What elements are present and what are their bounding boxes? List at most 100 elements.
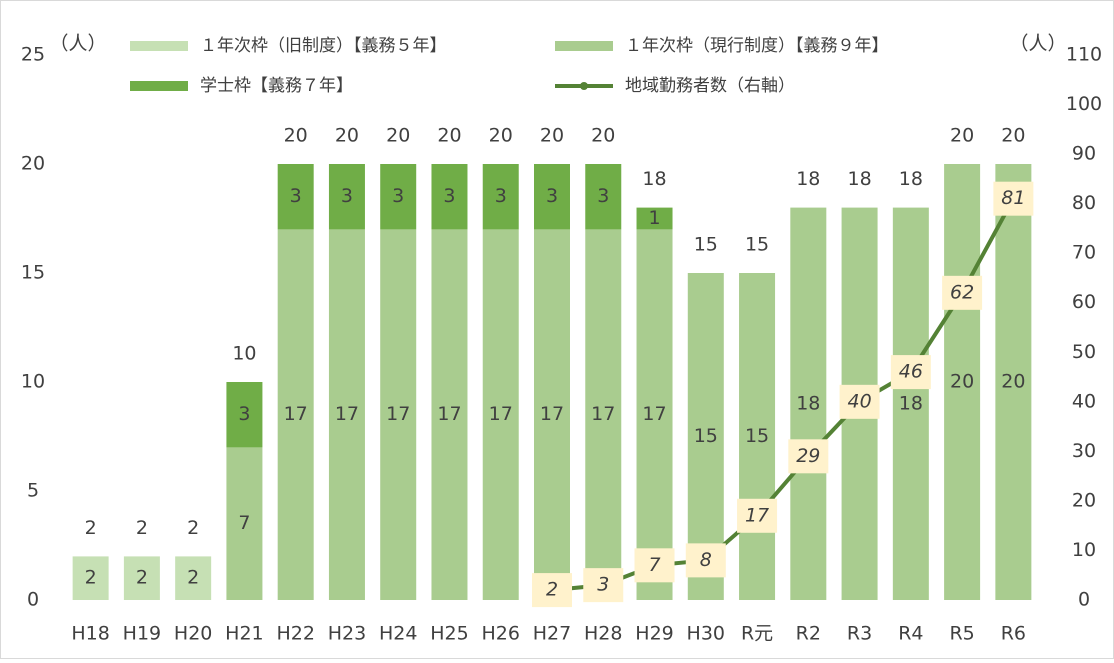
segment-label: 2	[85, 567, 97, 589]
x-tick-label: H23	[328, 623, 366, 645]
legend-marker	[580, 82, 588, 90]
line-label: 40	[847, 390, 871, 412]
line-label: 3	[597, 574, 609, 596]
bar-segment	[790, 207, 827, 600]
segment-label: 2	[187, 567, 199, 589]
bar-segment	[534, 164, 570, 230]
y2-tick-label: 40	[1072, 390, 1096, 412]
segment-label: 3	[597, 185, 609, 207]
x-tick-label: R3	[847, 623, 872, 645]
line-label: 2	[546, 579, 558, 601]
y2-tick-label: 110	[1066, 44, 1102, 66]
segment-label: 3	[238, 403, 250, 425]
segment-label: 17	[335, 403, 359, 425]
x-tick-label: H26	[482, 623, 520, 645]
bar-segment	[72, 556, 109, 600]
y-tick-label: 20	[21, 153, 45, 175]
data-label-box	[737, 498, 778, 533]
total-label: 20	[1001, 125, 1025, 147]
bar-segment	[944, 164, 981, 600]
line	[551, 197, 1016, 593]
x-tick-label: H18	[71, 623, 109, 645]
bar-segment	[123, 556, 160, 600]
segment-label: 20	[950, 371, 974, 393]
bar-segment	[175, 556, 212, 600]
total-label: 20	[335, 125, 359, 147]
bar-segment	[277, 164, 314, 230]
bar-segment	[328, 164, 365, 230]
x-tick-label: H27	[533, 623, 571, 645]
data-label-box	[788, 439, 829, 474]
segment-label: 15	[745, 425, 769, 447]
total-label: 20	[591, 125, 615, 147]
bar-segment	[226, 447, 263, 600]
line-label: 62	[950, 281, 974, 303]
legend-swatch	[130, 41, 188, 51]
y-tick-label: 10	[21, 371, 45, 393]
segment-label: 3	[443, 185, 455, 207]
legend-label: １年次枠（現行制度）【義務９年】	[625, 36, 889, 56]
total-label: 15	[745, 234, 769, 256]
segment-label: 17	[386, 403, 410, 425]
total-label: 20	[284, 125, 308, 147]
y2-tick-label: 80	[1072, 192, 1096, 214]
segment-label: 7	[238, 512, 250, 534]
y2-tick-label: 50	[1072, 341, 1096, 363]
bar-segment	[636, 207, 673, 230]
y2-tick-label: 60	[1072, 291, 1096, 313]
x-tick-label: H24	[379, 623, 417, 645]
legend-swatch	[130, 81, 188, 91]
x-tick-label: H28	[584, 623, 622, 645]
segment-label: 17	[489, 403, 513, 425]
x-tick-label: R2	[796, 623, 821, 645]
data-label-box	[890, 355, 931, 390]
segment-label: 3	[392, 185, 404, 207]
y2-tick-label: 100	[1066, 93, 1102, 115]
x-tick-label: R6	[1001, 623, 1026, 645]
y2-tick-label: 30	[1072, 440, 1096, 462]
segment-label: 20	[1001, 371, 1025, 393]
line-label: 29	[796, 445, 820, 467]
y2-tick-label: 10	[1072, 539, 1096, 561]
x-tick-label: R4	[898, 623, 923, 645]
bar-segment	[431, 164, 468, 230]
segment-label: 3	[495, 185, 507, 207]
total-label: 18	[642, 168, 666, 190]
total-label: 20	[950, 125, 974, 147]
segment-label: 3	[290, 185, 302, 207]
data-label-box	[634, 548, 675, 583]
line-label: 8	[700, 549, 712, 571]
bar-segment	[534, 229, 570, 600]
total-label: 20	[489, 125, 513, 147]
bar-segment	[277, 229, 314, 600]
bar-segment	[892, 207, 929, 600]
y2-unit-label: （人）	[1009, 33, 1066, 55]
segment-label: 17	[437, 403, 461, 425]
legend-label: 地域勤務者数（右軸）	[625, 76, 795, 96]
total-label: 2	[85, 517, 97, 539]
data-label-box	[942, 275, 983, 310]
x-tick-label: H22	[276, 623, 314, 645]
segment-label: 3	[341, 185, 353, 207]
line-label: 17	[745, 504, 769, 526]
total-label: 2	[187, 517, 199, 539]
total-label: 2	[136, 517, 148, 539]
line-label: 46	[899, 361, 923, 383]
segment-label: 18	[796, 392, 820, 414]
data-label-box	[839, 384, 880, 419]
bar-segment	[482, 164, 519, 230]
segment-label: 15	[694, 425, 718, 447]
total-label: 20	[540, 125, 564, 147]
total-label: 20	[437, 125, 461, 147]
x-tick-label: H30	[687, 623, 725, 645]
bar-segment	[380, 164, 417, 230]
data-label-box	[532, 573, 572, 608]
segment-label: 17	[540, 403, 564, 425]
bar-segment	[585, 164, 622, 230]
y2-tick-label: 70	[1072, 242, 1096, 264]
total-label: 18	[899, 168, 923, 190]
y-tick-label: 25	[21, 44, 45, 66]
y2-tick-label: 20	[1072, 489, 1096, 511]
bar-segment	[585, 229, 622, 600]
